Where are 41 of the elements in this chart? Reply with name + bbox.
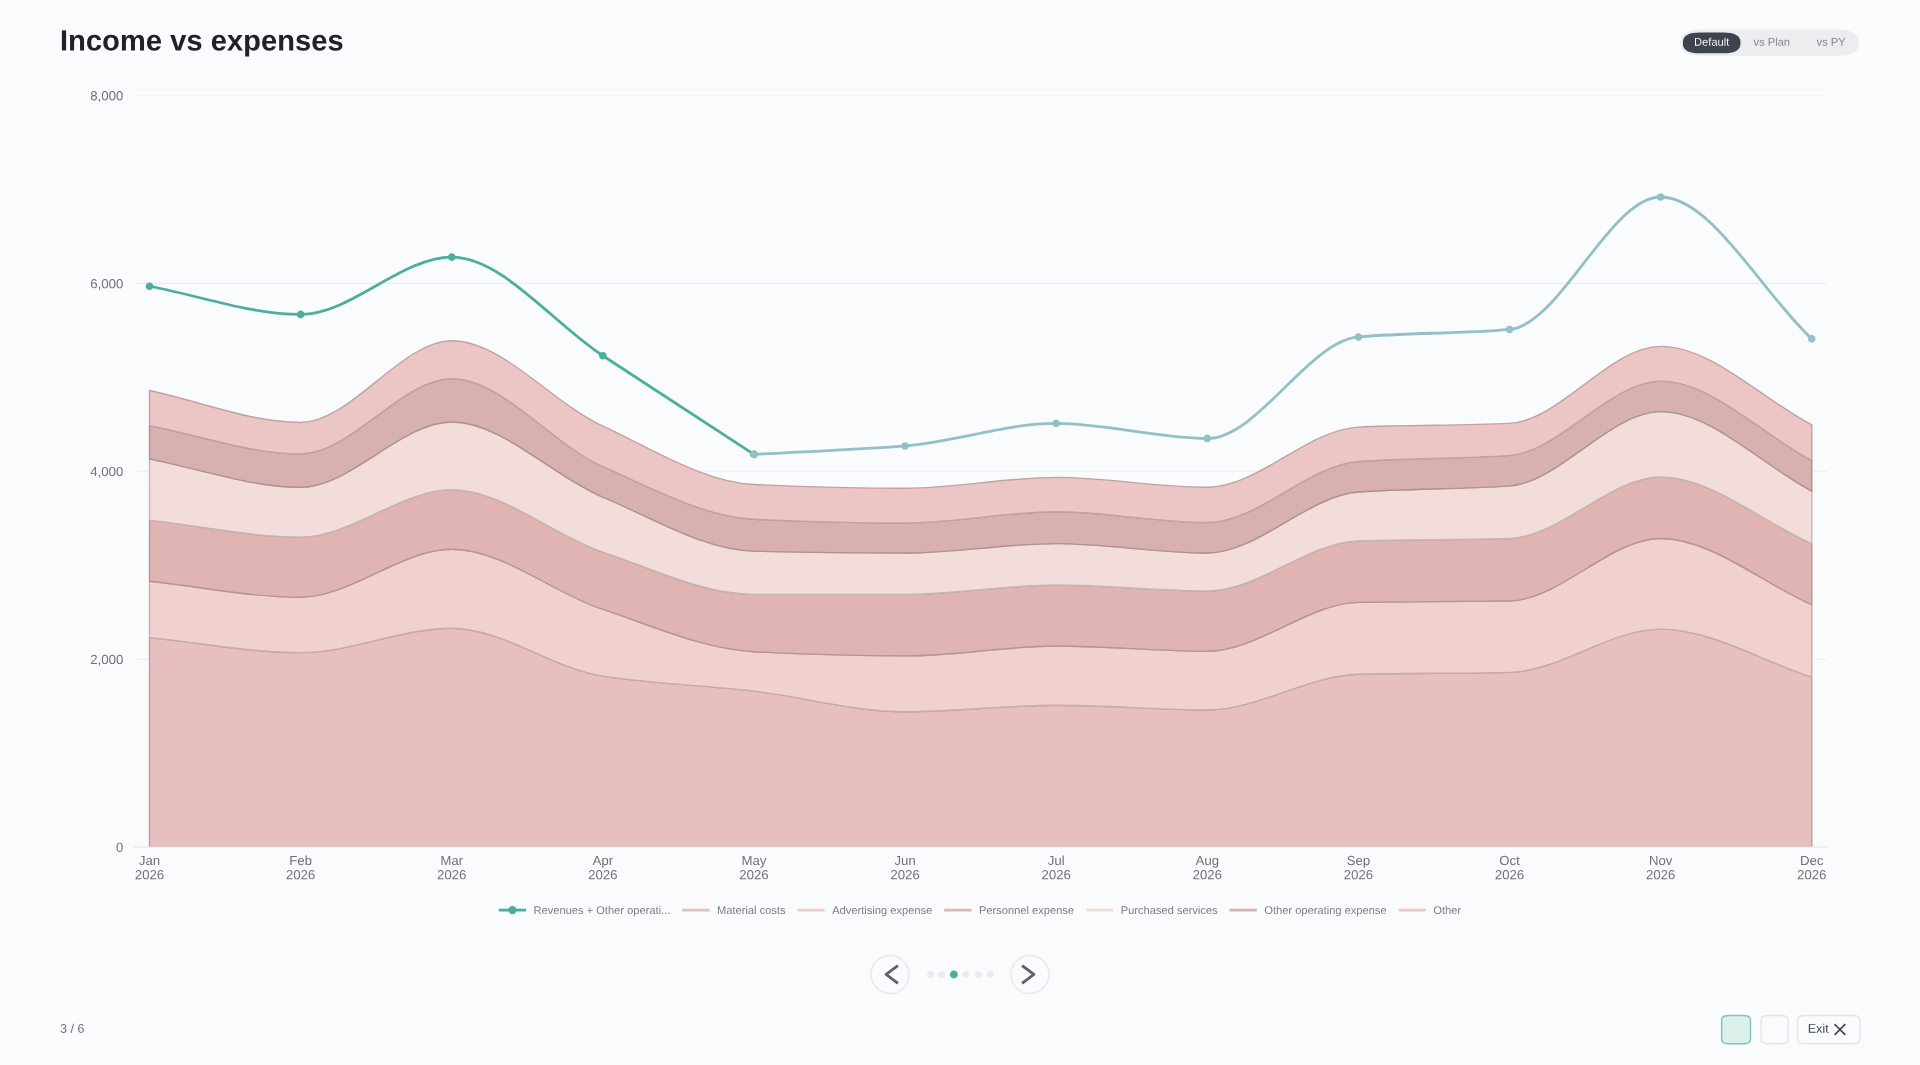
y-tick-label: 0	[116, 842, 123, 853]
point	[296, 310, 305, 319]
legend-label: Purchased services	[1121, 905, 1218, 915]
x-tick-label: Feb 2026	[286, 855, 315, 880]
text: vs Plan	[1753, 37, 1790, 46]
x-tick-label: Nov 2026	[1646, 855, 1675, 880]
y-tick-label: 8,000	[90, 91, 123, 102]
legend-label: Revenues + Other operati...	[534, 905, 670, 917]
point	[1505, 325, 1514, 334]
legend-label: Other	[1433, 905, 1461, 915]
x-tick-label: Jan 2026	[135, 855, 164, 880]
text: 3 / 6	[60, 1023, 84, 1033]
x-tick-label: Sep 2026	[1344, 855, 1373, 880]
text: Default	[1694, 37, 1730, 46]
point	[145, 282, 154, 291]
point	[447, 253, 456, 261]
text: vs PY	[1816, 38, 1846, 46]
y-tick-label: 4,000	[90, 466, 123, 478]
legend-label: Advertising expense	[832, 905, 932, 917]
point	[1807, 335, 1816, 343]
x-tick-label: Mar 2026	[437, 855, 466, 880]
x-tick-label: Jun 2026	[891, 855, 920, 880]
point	[1656, 193, 1665, 201]
x-tick-label: Aug 2026	[1193, 855, 1222, 880]
x-tick-label: Jul 2026	[1042, 855, 1071, 880]
chart-title: Income vs expenses	[61, 30, 343, 57]
point	[1354, 333, 1363, 341]
x-tick-label: Dec 2026	[1797, 855, 1826, 880]
point	[901, 442, 909, 450]
text: Exit	[1808, 1023, 1829, 1033]
point	[599, 351, 607, 360]
legend-label: Other operating expense	[1264, 905, 1387, 917]
x-tick-label: Apr 2026	[588, 855, 617, 880]
x-tick-label: Oct 2026	[1495, 855, 1524, 880]
point	[1052, 419, 1061, 428]
y-tick-label: 2,000	[90, 654, 123, 666]
x-tick-label: May 2026	[739, 855, 769, 880]
point	[1203, 434, 1212, 443]
legend-label: Material costs	[717, 905, 786, 915]
legend-label: Personnel expense	[979, 905, 1074, 917]
y-tick-label: 6,000	[90, 278, 123, 290]
